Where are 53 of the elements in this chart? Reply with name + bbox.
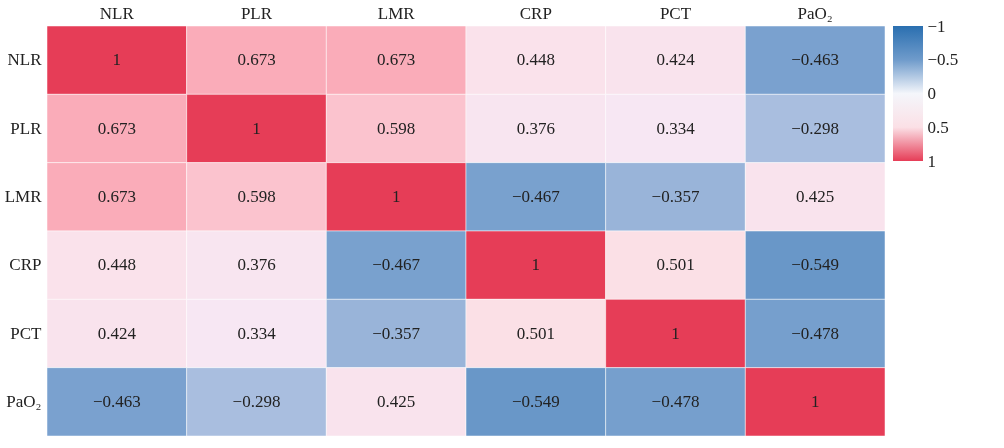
data-label: 0.425 [796, 186, 835, 206]
data-label: −0.463 [92, 391, 141, 411]
data-label: 0.425 [377, 391, 416, 411]
y-tick-label: PCT [10, 323, 43, 343]
data-label: 0.598 [377, 118, 416, 138]
color-bar-label: 0 [927, 84, 936, 103]
data-label: 1 [112, 50, 122, 70]
x-tick-label: CRP [519, 3, 552, 23]
data-label: −0.298 [791, 118, 840, 138]
y-tick-label: PaO₂ [6, 391, 42, 411]
color-bar-label: 1 [927, 151, 936, 171]
data-label: 0.673 [377, 50, 416, 70]
data-label: 0.334 [656, 118, 696, 138]
data-label: −0.463 [791, 50, 840, 70]
x-tick-label: LMR [377, 3, 416, 23]
x-tick-label: NLR [99, 3, 135, 23]
data-label: 1 [671, 323, 680, 343]
data-label: 1 [810, 391, 820, 411]
data-label: 1 [391, 186, 401, 206]
data-label: 0.501 [656, 255, 695, 275]
data-label: −0.549 [791, 255, 840, 275]
data-label: 0.448 [97, 255, 136, 275]
color-bar-label: −0.5 [927, 50, 959, 70]
data-label: 1 [252, 118, 261, 138]
data-label: 0.448 [516, 50, 555, 70]
data-label: 0.376 [237, 255, 276, 275]
y-tick-label: NLR [7, 50, 43, 70]
data-label: 1 [531, 255, 541, 275]
x-tick-label: PCT [659, 3, 692, 23]
data-label: 0.598 [237, 186, 276, 206]
data-label: −0.467 [372, 255, 421, 275]
data-label: −0.467 [511, 186, 561, 206]
y-tick-label: PLR [10, 118, 43, 138]
data-label: 0.501 [516, 323, 555, 343]
color-bar-label: −1 [927, 16, 946, 36]
data-label: −0.478 [791, 323, 840, 343]
color-bar-label: 0.5 [927, 117, 949, 137]
x-tick-label: PLR [240, 3, 273, 23]
data-label: −0.357 [651, 186, 700, 206]
data-label: −0.478 [651, 391, 700, 411]
data-label: 0.424 [656, 50, 696, 70]
data-label: −0.298 [232, 391, 281, 411]
data-label: 0.673 [97, 186, 136, 206]
data-label: 0.376 [516, 118, 555, 138]
data-label: 0.424 [97, 323, 137, 343]
y-tick-label: LMR [4, 186, 43, 206]
data-label: 0.673 [237, 50, 276, 70]
data-label: −0.549 [511, 391, 560, 411]
y-tick-label: CRP [9, 255, 42, 275]
data-label: −0.357 [372, 323, 421, 343]
data-label: 0.673 [97, 118, 136, 138]
data-label: 0.334 [237, 323, 277, 343]
x-tick-label: PaO₂ [797, 3, 833, 23]
